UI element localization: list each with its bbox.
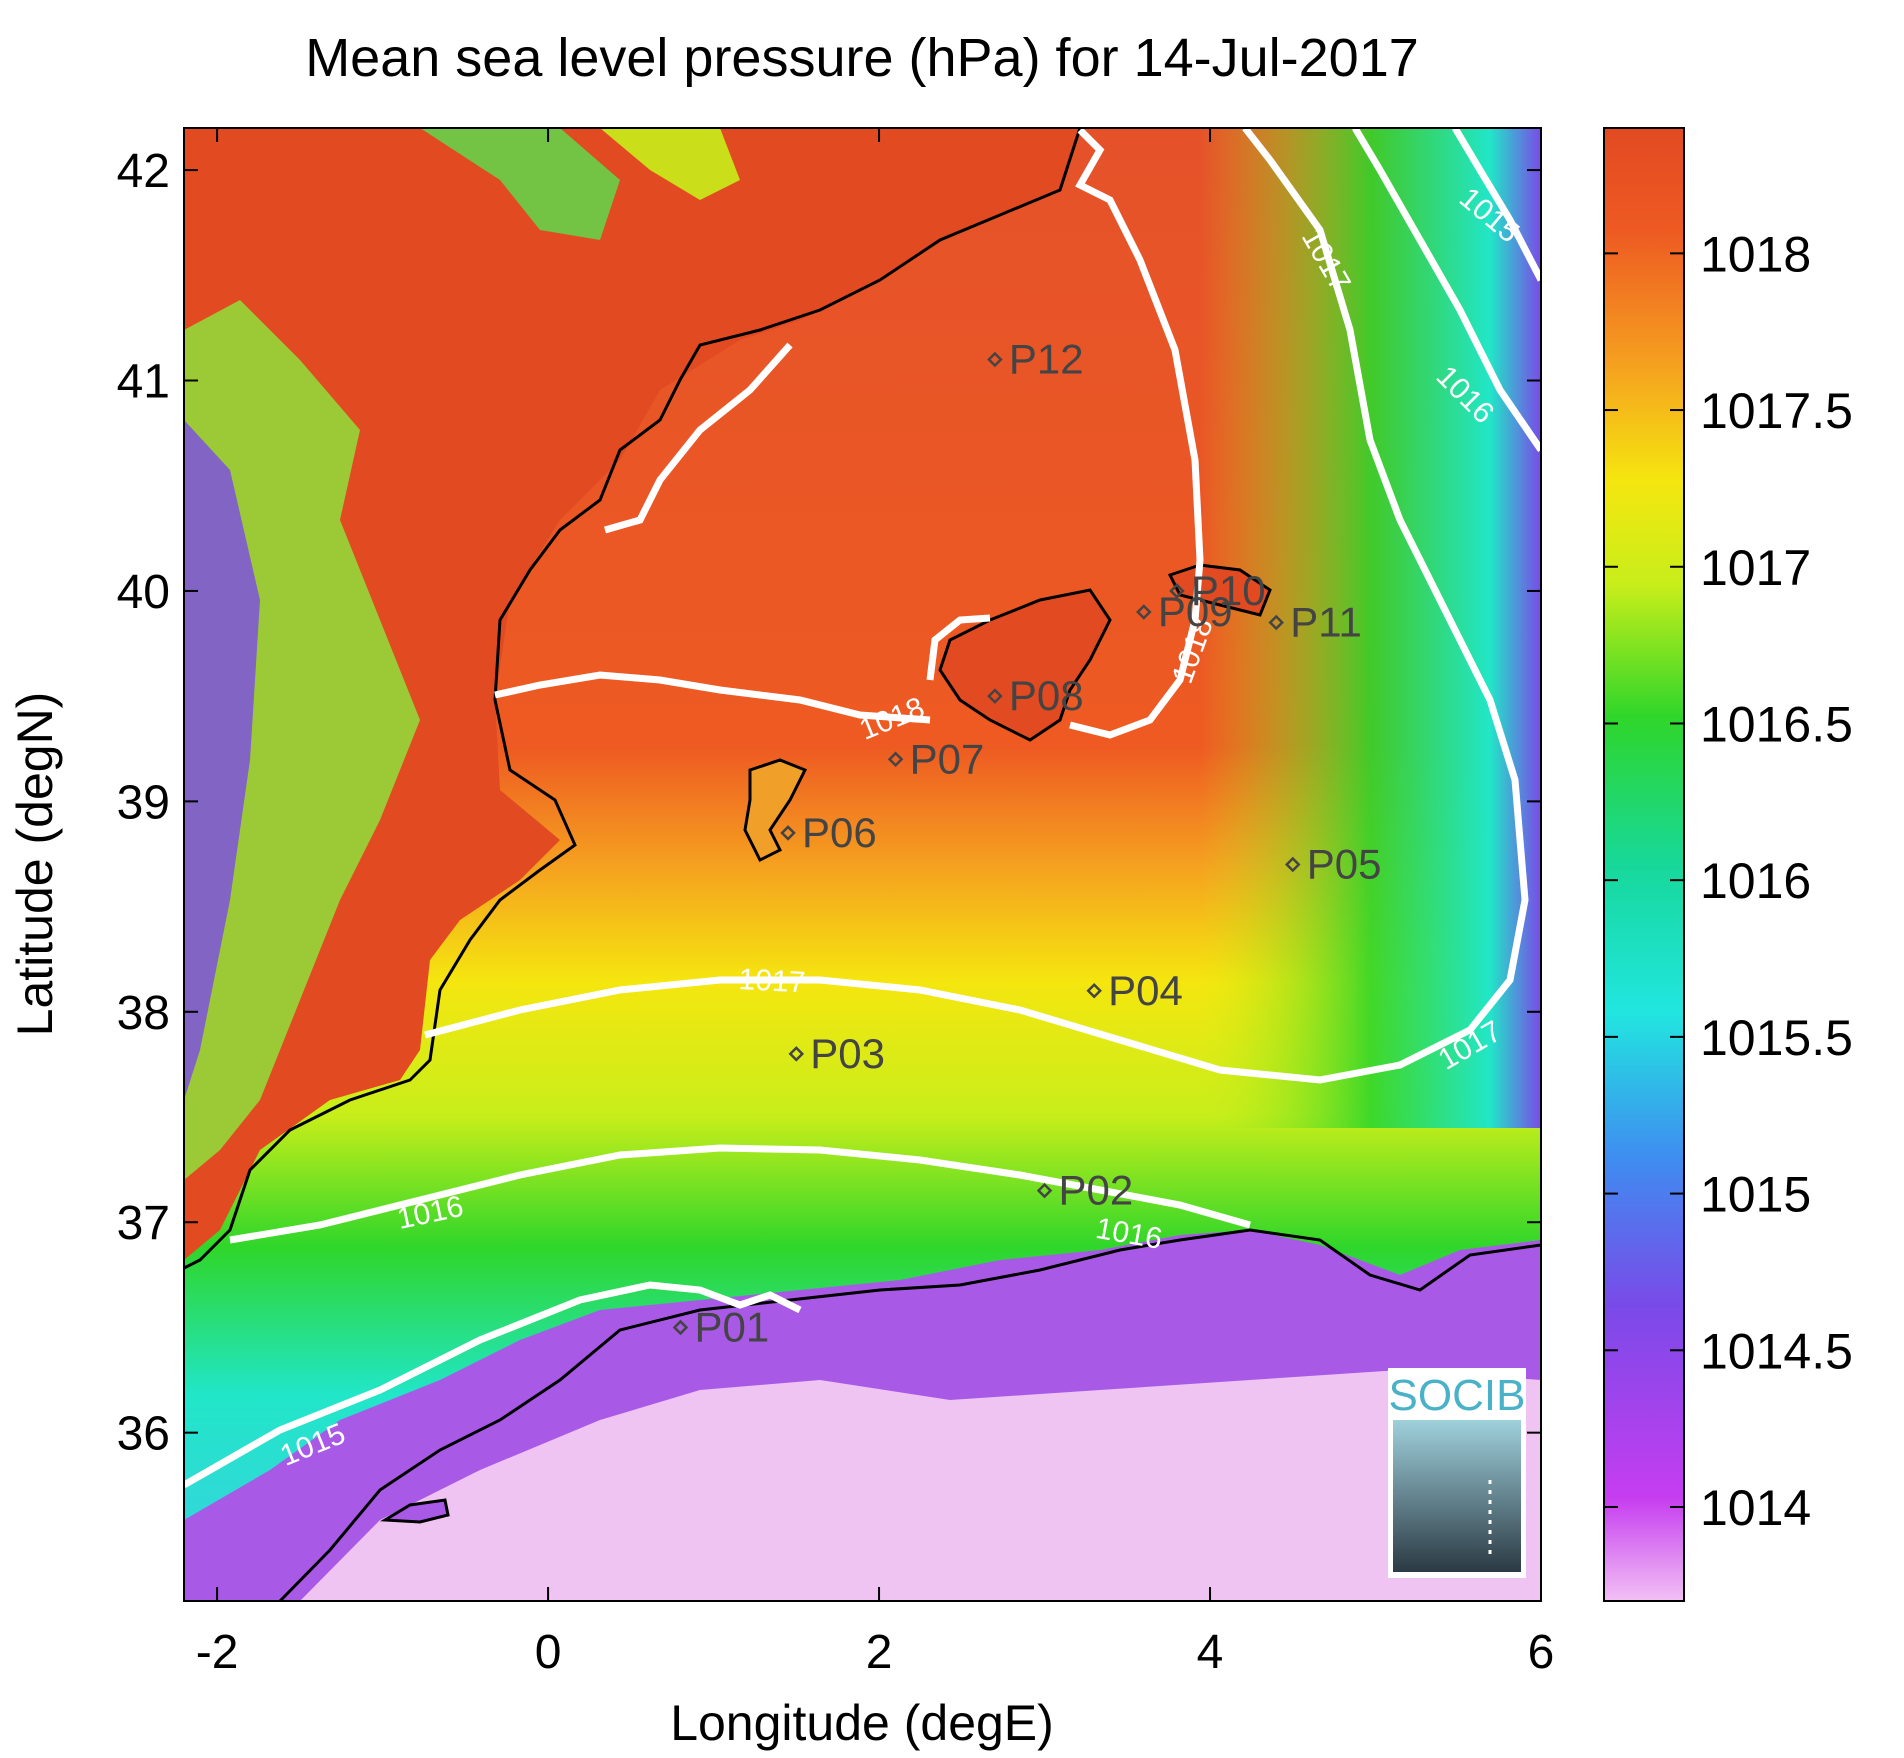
y-tick-label: 41 [117, 356, 170, 409]
y-tick-label: 37 [117, 1197, 170, 1250]
colorbar-tick-label: 1015 [1700, 1167, 1811, 1223]
menorca-island [1167, 563, 1272, 617]
colorbar-gradient [1603, 127, 1685, 1602]
station-marker [1086, 982, 1102, 999]
station-label: P06 [802, 809, 877, 856]
africa-coastline [278, 1228, 1541, 1601]
y-tick-label: 39 [117, 776, 170, 829]
station-marker [987, 688, 1003, 704]
africa-pink-region [300, 1370, 1541, 1601]
colorbar-tick-label: 1017.5 [1700, 383, 1853, 439]
iberia-west-low [184, 420, 260, 1100]
station-marker [1036, 1182, 1053, 1199]
iberia-north-green [420, 128, 620, 240]
y-tick-label: 38 [117, 987, 170, 1040]
isobar-1018-north [604, 342, 793, 534]
isobar-1018-mallorca [926, 614, 991, 681]
station-label: P05 [1307, 841, 1382, 888]
station-marker [887, 751, 904, 768]
station-label: P01 [694, 1303, 769, 1350]
x-tick-label: 0 [535, 1626, 562, 1679]
station-label: P12 [1009, 335, 1084, 382]
station-marker [788, 1046, 805, 1062]
isobar-1018-east [1069, 128, 1204, 739]
colorbar-tick-label: 1018 [1700, 226, 1811, 282]
east-pressure-gradient [1200, 128, 1541, 1128]
station-label: P09 [1158, 588, 1233, 635]
station-marker [1268, 614, 1284, 631]
colorbar-tick-label: 1017 [1700, 540, 1811, 596]
station-marker [1136, 604, 1152, 620]
x-tick-label: -2 [196, 1626, 239, 1679]
colorbar-tick-label: 1014 [1700, 1480, 1811, 1536]
plot-frame [183, 127, 1542, 1602]
station-marker [672, 1319, 689, 1336]
y-tick-label: 36 [117, 1408, 170, 1461]
iberia-interior-variation [184, 300, 420, 1180]
mallorca-island [938, 588, 1112, 742]
station-label: P10 [1191, 567, 1266, 614]
iberia-land [184, 128, 1080, 1260]
colorbar-tick-label: 1014.5 [1700, 1323, 1853, 1379]
colorbar-tick-label: 1015.5 [1700, 1010, 1853, 1066]
station-marker [1169, 583, 1185, 599]
ibiza-island [743, 758, 808, 863]
colorbar-tick-label: 1016.5 [1700, 696, 1853, 752]
chart-title: Mean sea level pressure (hPa) for 14-Jul… [305, 28, 1419, 88]
station-label: P04 [1108, 967, 1183, 1014]
isobar-1016-east [1351, 128, 1541, 452]
socib-logo: SOCIB [1388, 1368, 1526, 1578]
station-marker [780, 825, 796, 841]
colorbar: 1014 1014.5 1015 1015.5 1016 1016.5 1017 1017.5… [1603, 127, 1853, 1602]
station-label: P07 [910, 735, 985, 782]
socib-logo-text: SOCIB [1389, 1371, 1526, 1420]
x-tick-label: 4 [1197, 1626, 1224, 1679]
alboran-islet [380, 1498, 450, 1524]
x-axis-label: Longitude (degE) [670, 1695, 1054, 1751]
x-axis-ticks: -2 0 2 4 6 [196, 128, 1555, 1679]
station-label: P11 [1290, 599, 1362, 646]
station-marker [1285, 856, 1301, 873]
isobar-1016-south [229, 1144, 1251, 1244]
y-tick-label: 42 [117, 145, 170, 198]
y-axis-label: Latitude (degN) [7, 692, 63, 1037]
isobar-1018-main [494, 671, 931, 724]
y-tick-label: 40 [117, 566, 170, 619]
y-axis-ticks: 36 37 38 39 40 41 42 [117, 145, 1541, 1461]
colorbar-ticks: 1014 1014.5 1015 1015.5 1016 1016.5 1017 1017.5… [1604, 226, 1853, 1536]
colorbar-tick-label: 1016 [1700, 853, 1811, 909]
isobar-1015-east [1451, 128, 1541, 282]
contour-label: 1017 [738, 963, 806, 999]
isobar-1017-south [424, 128, 1529, 1084]
isobar-1015-south [184, 1281, 802, 1489]
station-label: P03 [810, 1030, 885, 1077]
station-label: P02 [1059, 1167, 1134, 1214]
iberia-coastline [184, 128, 1082, 1270]
x-tick-label: 2 [866, 1626, 893, 1679]
station-label: P08 [1009, 672, 1084, 719]
x-tick-label: 6 [1528, 1626, 1555, 1679]
iberia-north-green-2 [600, 128, 740, 200]
station-marker [987, 351, 1003, 368]
